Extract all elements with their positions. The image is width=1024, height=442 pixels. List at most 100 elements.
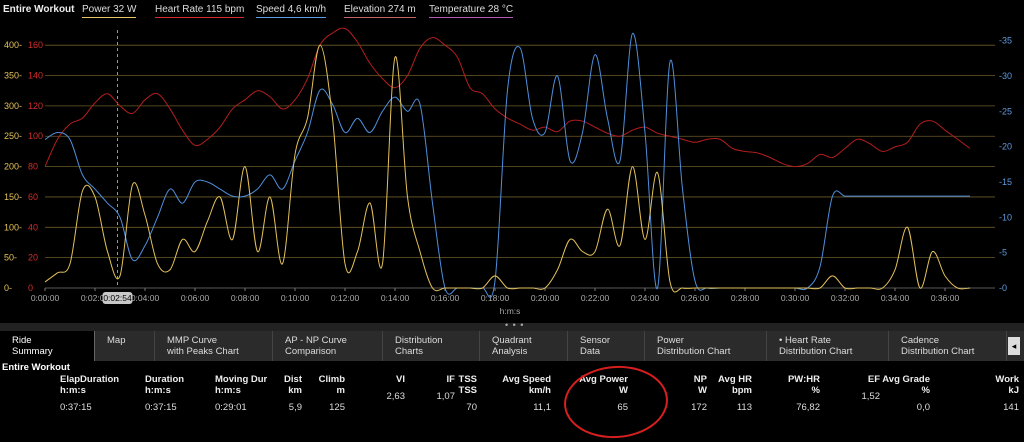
y-tick-power: 100- bbox=[4, 222, 22, 232]
workout-chart[interactable]: 0- 50- 100- 150- 200- 250- 300- 350- 400- 0 20 40 60… bbox=[0, 22, 1024, 322]
y-tick-hr: 0 bbox=[28, 283, 33, 293]
y-tick-speed: -15 bbox=[999, 177, 1012, 187]
legend-heart-rate[interactable]: Heart Rate 115 bpm bbox=[155, 4, 245, 18]
y-tick-speed: -0 bbox=[999, 283, 1007, 293]
col-header: ElapDuration bbox=[60, 374, 120, 385]
summary-col-duration: Duration h:m:s 0:37:15 bbox=[145, 374, 184, 413]
cursor-label-box bbox=[102, 292, 133, 304]
summary-col-avg-speed: Avg Speed km/h 11,1 bbox=[478, 374, 551, 413]
col-unit: km/h bbox=[528, 385, 551, 396]
col-value: 1,52 bbox=[861, 391, 881, 402]
x-tick-label: 0:14:00 bbox=[381, 293, 410, 303]
x-tick-label: 0:16:00 bbox=[431, 293, 460, 303]
tab-power-distribution[interactable]: Power Distribution Chart bbox=[645, 331, 767, 361]
col-value: 76,82 bbox=[796, 402, 820, 413]
col-value: 141 bbox=[1003, 402, 1019, 413]
y-tick-hr: 160 bbox=[28, 40, 43, 50]
tab-mmp-curve[interactable]: MMP Curve with Peaks Chart bbox=[155, 331, 273, 361]
y-tick-hr: 140 bbox=[28, 71, 43, 81]
summary-col-tss: TSS TSS 70 bbox=[455, 374, 477, 413]
summary-col-pw-hr: PW:HR % 76,82 bbox=[778, 374, 820, 413]
y-tick-speed: -35 bbox=[999, 36, 1012, 46]
col-value: 0:37:15 bbox=[60, 402, 92, 413]
tab-map[interactable]: Map bbox=[95, 331, 155, 361]
panel-splitter[interactable]: • • • bbox=[0, 320, 1024, 331]
y-tick-power: 50- bbox=[4, 253, 17, 263]
summary-title: Entire Workout bbox=[2, 362, 70, 373]
col-header: Dist bbox=[284, 374, 302, 385]
chart-legend: Entire Workout Power 32 W Heart Rate 115… bbox=[0, 0, 1024, 22]
tab-distribution-charts[interactable]: Distribution Charts bbox=[383, 331, 480, 361]
col-header: Duration bbox=[145, 374, 185, 385]
x-tick-label: 0:26:00 bbox=[681, 293, 710, 303]
legend-elevation[interactable]: Elevation 274 m bbox=[344, 4, 416, 18]
y-tick-speed: -30 bbox=[999, 71, 1012, 81]
x-tick-label: 0:08:00 bbox=[231, 293, 260, 303]
x-tick-label: 0:24:00 bbox=[631, 293, 660, 303]
col-header: Avg Power bbox=[579, 374, 628, 385]
y-tick-power: 250- bbox=[4, 131, 22, 141]
legend-speed[interactable]: Speed 4,6 km/h bbox=[256, 4, 327, 18]
col-header: Moving Dur bbox=[215, 374, 268, 385]
tab-cadence-distribution[interactable]: Cadence Distribution Chart bbox=[889, 331, 1007, 361]
x-tick-label: 0:12:00 bbox=[331, 293, 360, 303]
y-tick-hr: 20 bbox=[28, 253, 38, 263]
x-tick-label: 0:22:00 bbox=[581, 293, 610, 303]
x-tick-label: 0:34:00 bbox=[881, 293, 910, 303]
x-tick-label: 0:04:00 bbox=[131, 293, 160, 303]
x-tick-label: 0:02:00 bbox=[81, 293, 110, 303]
col-unit: km bbox=[288, 385, 302, 396]
y-tick-speed: -5 bbox=[999, 248, 1007, 258]
col-unit: % bbox=[811, 385, 820, 396]
col-value: 1,07 bbox=[436, 391, 456, 402]
tab-ap-np-curve[interactable]: AP - NP Curve Comparison bbox=[273, 331, 383, 361]
y-tick-hr: 100 bbox=[28, 131, 43, 141]
y-tick-hr: 120 bbox=[28, 101, 43, 111]
y-tick-hr: 60 bbox=[28, 192, 38, 202]
tab-quadrant-analysis[interactable]: Quadrant Analysis bbox=[480, 331, 568, 361]
tab-ride-summary[interactable]: Ride Summary bbox=[0, 331, 95, 361]
col-value: 5,9 bbox=[288, 402, 302, 413]
summary-col-dist: Dist km 5,9 bbox=[272, 374, 302, 413]
col-unit: m bbox=[336, 385, 345, 396]
y-tick-speed: -10 bbox=[999, 212, 1012, 222]
x-tick-label: 0:20:00 bbox=[531, 293, 560, 303]
col-header: EF bbox=[867, 374, 880, 385]
col-header: VI bbox=[396, 374, 405, 385]
x-tick-label: 0:06:00 bbox=[181, 293, 210, 303]
y-tick-power: 200- bbox=[4, 162, 22, 172]
y-tick-power: 350- bbox=[4, 71, 22, 81]
summary-col-moving-dur: Moving Dur h:m:s 0:29:01 bbox=[215, 374, 267, 413]
heart-rate-line bbox=[44, 27, 971, 168]
col-unit: kJ bbox=[1008, 385, 1019, 396]
summary-col-vi: VI 2,63 bbox=[375, 374, 406, 402]
col-header: Climb bbox=[318, 374, 345, 385]
col-value: 65 bbox=[617, 402, 628, 413]
analysis-tab-strip: Ride Summary Map MMP Curve with Peaks Ch… bbox=[0, 331, 1024, 361]
x-tick-label: 0:36:00 bbox=[931, 293, 960, 303]
x-tick-label: 0:18:00 bbox=[481, 293, 510, 303]
y-tick-power: 150- bbox=[4, 192, 22, 202]
summary-col-avg-power: Avg Power W 65 bbox=[560, 374, 628, 413]
col-header: Work bbox=[995, 374, 1019, 385]
col-value: 0,0 bbox=[916, 402, 930, 413]
col-header: Avg Speed bbox=[502, 374, 551, 385]
col-unit: W bbox=[619, 385, 628, 396]
tab-sensor-data[interactable]: Sensor Data bbox=[568, 331, 645, 361]
legend-power[interactable]: Power 32 W bbox=[82, 4, 137, 18]
splitter-grip[interactable]: • • • bbox=[505, 320, 525, 330]
x-tick-label: 0:28:00 bbox=[731, 293, 760, 303]
y-tick-power: 400- bbox=[4, 40, 22, 50]
legend-temperature[interactable]: Temperature 28 °C bbox=[429, 4, 514, 18]
tab-heart-rate-distribution[interactable]: • Heart Rate Distribution Chart bbox=[767, 331, 889, 361]
y-tick-power: 300- bbox=[4, 101, 22, 111]
x-tick-label: 0:32:00 bbox=[831, 293, 860, 303]
y-tick-speed: -20 bbox=[999, 142, 1012, 152]
summary-col-np: NP W 172 bbox=[680, 374, 707, 413]
col-value: 70 bbox=[466, 402, 477, 413]
tab-scroll-left-button[interactable]: ◂ bbox=[1008, 337, 1020, 355]
col-unit: % bbox=[921, 385, 930, 396]
col-unit: bpm bbox=[731, 385, 752, 396]
power-line bbox=[44, 44, 971, 293]
x-tick-label: 0:10:00 bbox=[281, 293, 310, 303]
